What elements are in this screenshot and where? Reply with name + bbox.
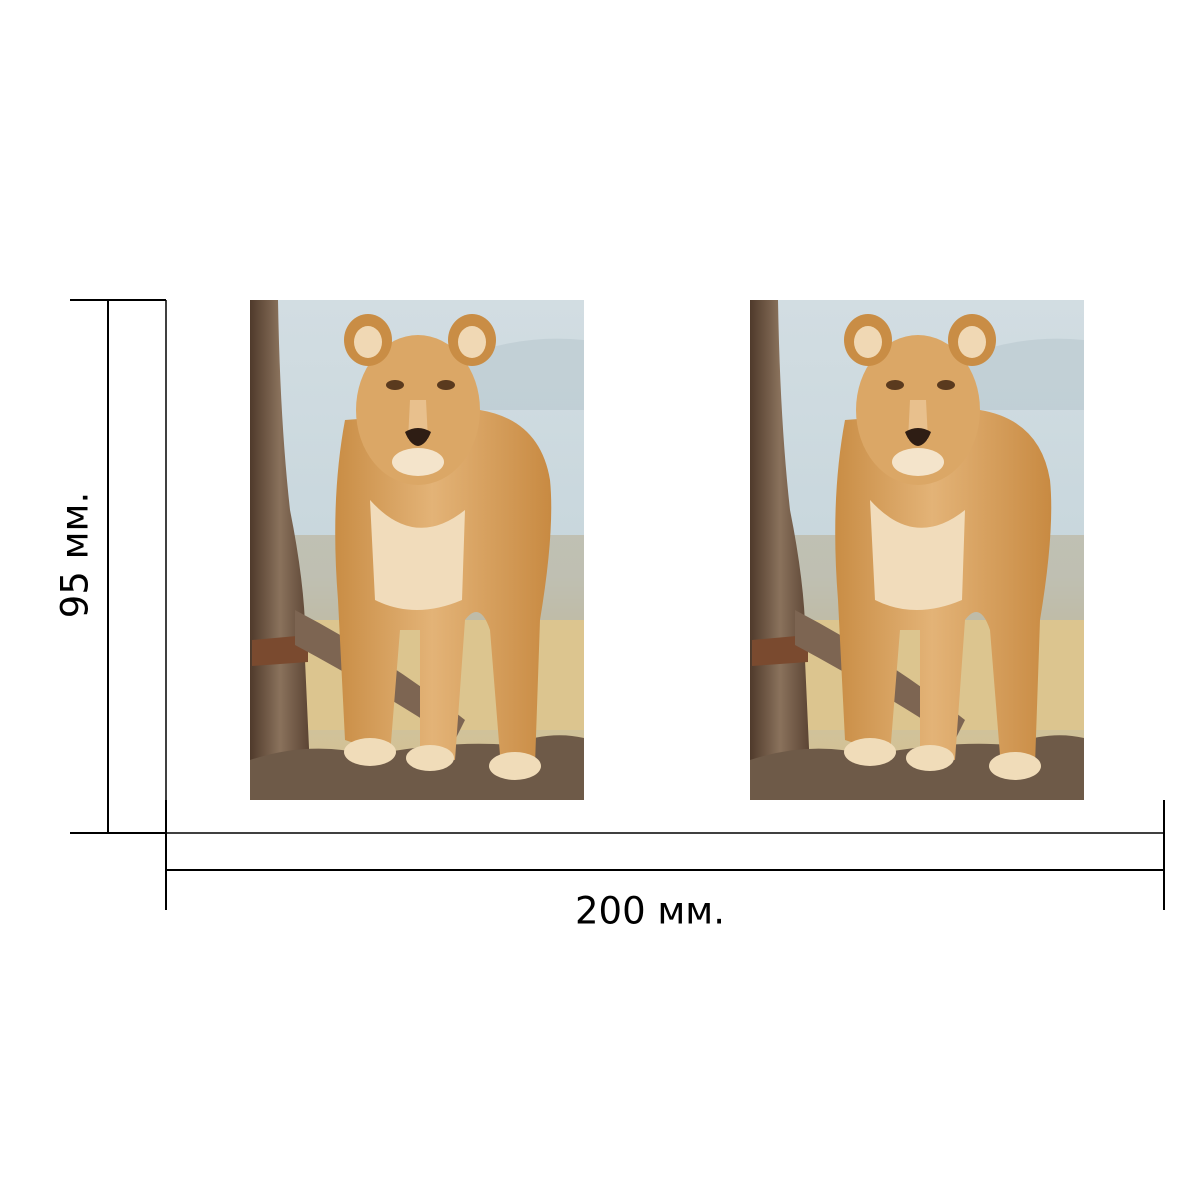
width-dimension-label: 200 мм.: [575, 889, 725, 933]
lioness-image-left: [250, 300, 584, 800]
lioness-image-right: [750, 300, 1084, 800]
height-dimension-label: 95 мм.: [53, 491, 97, 619]
